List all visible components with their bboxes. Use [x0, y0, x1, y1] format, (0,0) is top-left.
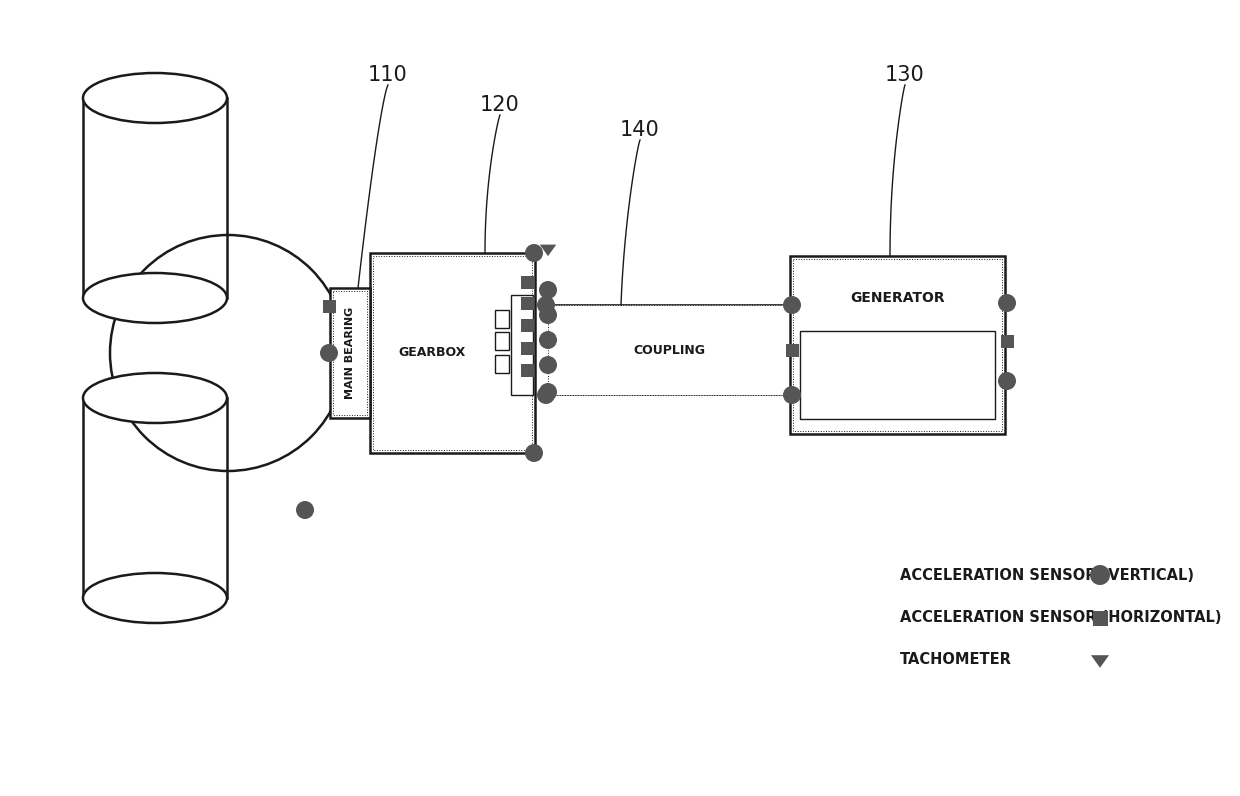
Ellipse shape [83, 73, 227, 123]
Bar [521, 296, 533, 310]
Text: GEARBOX: GEARBOX [398, 346, 465, 360]
Bar [785, 344, 799, 357]
Bar [322, 299, 336, 313]
Bar [521, 275, 533, 288]
Circle shape [782, 296, 801, 314]
Bar [521, 341, 533, 354]
Bar [83, 398, 227, 598]
Bar [521, 364, 533, 377]
Bar [794, 259, 1002, 431]
Circle shape [296, 501, 314, 519]
Polygon shape [539, 244, 557, 256]
Text: ACCELERATION SENSOR (HORIZONTAL): ACCELERATION SENSOR (HORIZONTAL) [900, 611, 1221, 626]
Polygon shape [1091, 655, 1109, 668]
Circle shape [320, 344, 339, 362]
Circle shape [525, 444, 543, 462]
Bar [511, 295, 533, 395]
Text: 130: 130 [885, 65, 925, 85]
Circle shape [110, 235, 346, 471]
Bar [373, 256, 532, 450]
Bar [790, 256, 1004, 434]
Bar [495, 310, 508, 328]
Bar [548, 305, 790, 395]
Circle shape [525, 244, 543, 262]
Ellipse shape [83, 373, 227, 423]
Circle shape [537, 296, 556, 314]
Circle shape [539, 383, 557, 401]
Text: 120: 120 [480, 95, 520, 115]
Bar [800, 331, 994, 419]
Text: MAIN BEARING: MAIN BEARING [345, 307, 355, 399]
Bar [495, 332, 508, 350]
Circle shape [782, 386, 801, 404]
Circle shape [539, 356, 557, 374]
Bar [370, 253, 534, 453]
Text: TACHOMETER: TACHOMETER [900, 653, 1012, 668]
Ellipse shape [83, 273, 227, 323]
Text: 110: 110 [368, 65, 408, 85]
Text: ACCELERATION SENSOR (VERTICAL): ACCELERATION SENSOR (VERTICAL) [900, 568, 1194, 583]
Circle shape [539, 281, 557, 299]
Circle shape [998, 294, 1016, 312]
Ellipse shape [83, 573, 227, 623]
Bar [521, 318, 533, 331]
Bar [495, 355, 508, 373]
Bar [83, 98, 227, 298]
Circle shape [539, 306, 557, 324]
Circle shape [539, 331, 557, 349]
Bar [334, 291, 367, 415]
Bar [1092, 611, 1107, 626]
Text: COUPLING: COUPLING [632, 344, 706, 357]
Text: 140: 140 [620, 120, 660, 140]
Text: GENERATOR: GENERATOR [851, 291, 945, 305]
Circle shape [1090, 565, 1110, 585]
Bar [1001, 334, 1013, 348]
Bar [330, 288, 370, 418]
Circle shape [998, 372, 1016, 390]
Circle shape [537, 386, 556, 404]
